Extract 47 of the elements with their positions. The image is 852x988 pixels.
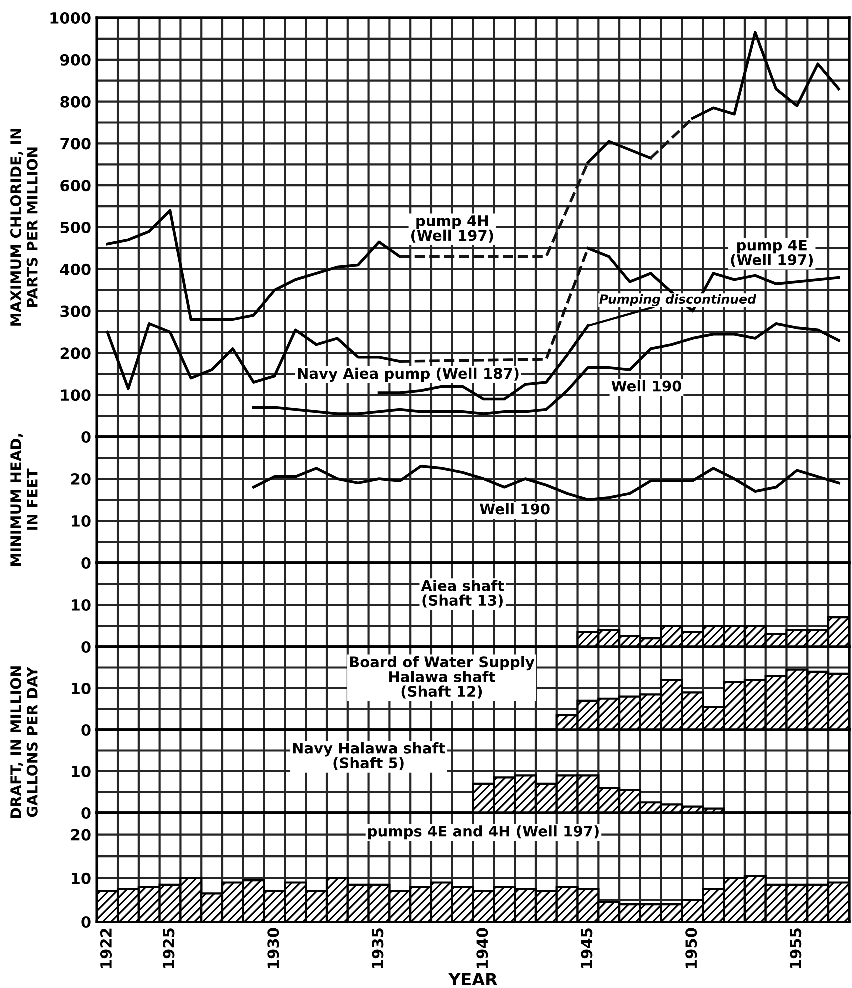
x-tick-label: 1935 bbox=[372, 928, 384, 968]
x-tick-label: 1945 bbox=[581, 928, 593, 968]
y-tick-label: 10 bbox=[72, 766, 91, 778]
text: Aiea shaft (Shaft 13) bbox=[421, 580, 504, 608]
series-label: pump 4E (Well 197) bbox=[731, 240, 814, 268]
y-tick-label: 200 bbox=[60, 348, 91, 360]
y-axis-title: MAXIMUM CHLORIDE, IN PARTS PER MILLION bbox=[10, 129, 38, 326]
y-tick-label: 0 bbox=[82, 724, 91, 736]
x-tick-label: 1930 bbox=[268, 928, 280, 968]
y-tick-label: 600 bbox=[60, 180, 91, 192]
y-tick-label: 800 bbox=[60, 96, 91, 108]
y-tick-label: 1000 bbox=[50, 12, 91, 24]
y-tick-label: 10 bbox=[72, 515, 91, 528]
series-label: Navy Aiea pump (Well 187) bbox=[298, 368, 519, 382]
y-tick-label: 0 bbox=[82, 641, 91, 654]
y-tick-label: 0 bbox=[82, 557, 91, 570]
y-axis-title: DRAFT, IN MILLION GALLONS PER DAY bbox=[10, 666, 38, 818]
y-tick-label: 20 bbox=[72, 829, 91, 841]
series-label: pump 4H (Well 197) bbox=[411, 216, 494, 243]
x-tick-label: 1955 bbox=[790, 928, 802, 968]
series-label: Well 190 bbox=[612, 380, 682, 392]
y-tick-label: 500 bbox=[60, 222, 91, 234]
y-tick-label: 900 bbox=[60, 54, 91, 66]
y-tick-label: 0 bbox=[82, 807, 91, 820]
y-tick-label: 10 bbox=[72, 872, 91, 884]
y-tick-label: 100 bbox=[61, 390, 91, 402]
x-tick-label: 1922 bbox=[100, 928, 112, 968]
y-axis-title: MINIMUM HEAD, IN FEET bbox=[10, 434, 38, 566]
text: pumps 4E and 4H (Well 197) bbox=[368, 826, 599, 840]
series-label: Well 190 bbox=[480, 503, 550, 515]
y-tick-label: 400 bbox=[60, 264, 91, 276]
x-tick-label: 1925 bbox=[163, 928, 175, 968]
y-tick-label: 20 bbox=[72, 473, 91, 486]
x-axis-title: YEAR bbox=[448, 973, 498, 986]
line-series bbox=[252, 322, 840, 416]
series-label: Board of Water Supply Halawa shaft (Shaft 12) bbox=[350, 656, 535, 699]
annotation: Pumping discontinued bbox=[600, 294, 757, 307]
line-series bbox=[252, 465, 840, 502]
x-tick-label: 1950 bbox=[686, 928, 698, 968]
y-tick-label: 700 bbox=[60, 138, 91, 150]
y-tick-label: 300 bbox=[60, 306, 91, 318]
y-tick-label: 10 bbox=[72, 682, 91, 695]
y-tick-label: 0 bbox=[82, 916, 91, 928]
y-tick-label: 10 bbox=[72, 599, 91, 612]
x-tick-label: 1940 bbox=[476, 928, 488, 968]
y-tick-label: 0 bbox=[82, 431, 91, 444]
text: Navy Halawa shaft (Shaft 5) bbox=[293, 742, 446, 770]
